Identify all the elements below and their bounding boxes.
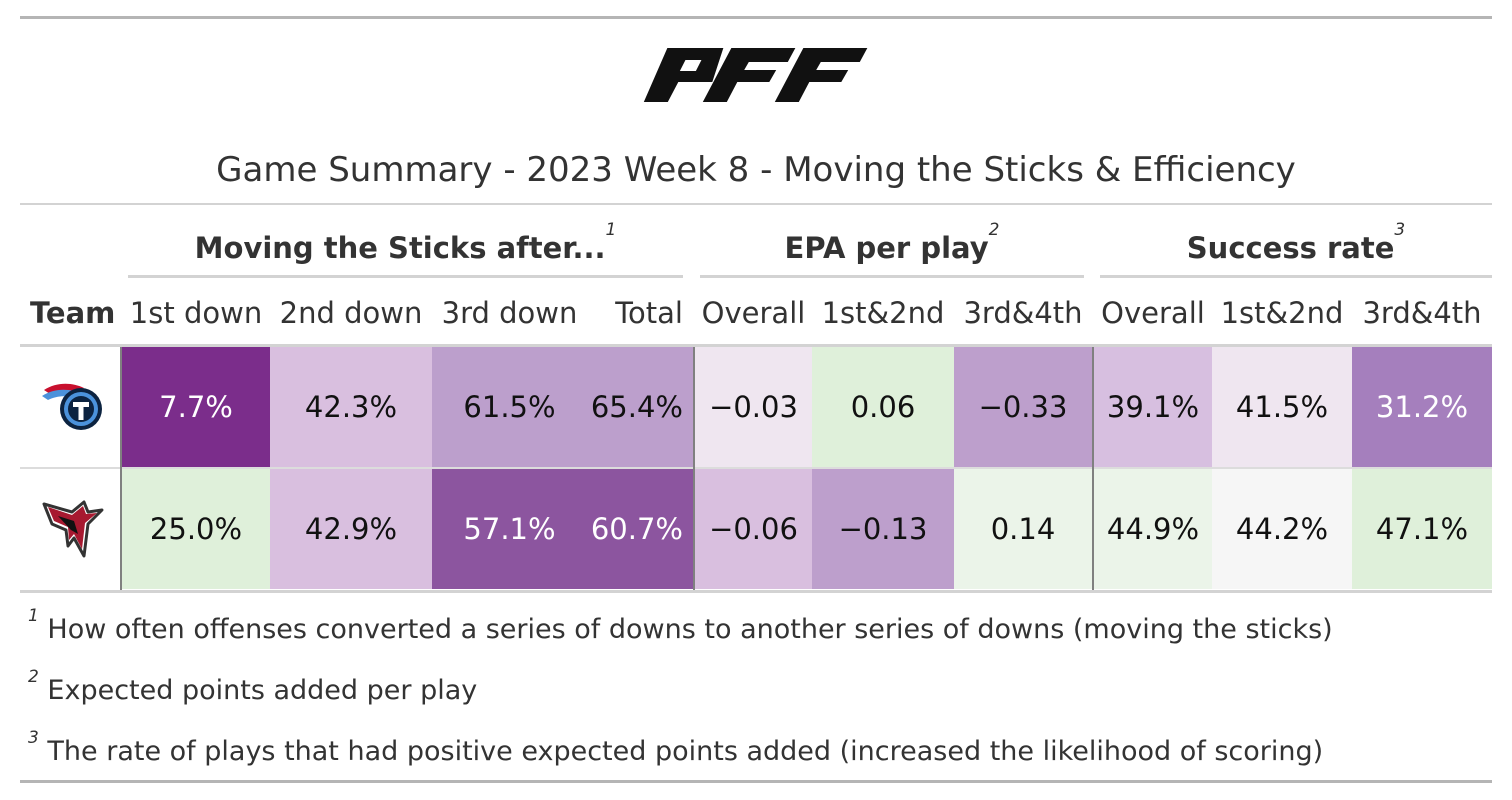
column-header-epa-1st2nd: 1st&2nd (821, 296, 945, 330)
footnote: 1 How often offenses converted a series … (28, 606, 1333, 646)
column-header-3rd-down: 3rd down (441, 296, 578, 330)
table-cell: 0.14 (954, 469, 1092, 589)
row-divider (20, 467, 1492, 469)
table-cell: 25.0% (122, 469, 270, 589)
column-header-1st-down: 1st down (129, 296, 263, 330)
spanner-underline (700, 275, 1084, 278)
table-cell: 44.9% (1094, 469, 1212, 589)
table-cell: 47.1% (1352, 469, 1492, 589)
column-header-team: Team (30, 296, 116, 330)
table-cell: 39.1% (1094, 347, 1212, 467)
falcons-logo-icon (42, 500, 104, 558)
table-cell: 57.1% (432, 469, 587, 589)
column-header-sr-overall: Overall (1101, 296, 1205, 330)
table-cell: 31.2% (1352, 347, 1492, 467)
table-cell: 7.7% (122, 347, 270, 467)
table-cell: −0.13 (812, 469, 954, 589)
column-header-2nd-down: 2nd down (279, 296, 423, 330)
table-cell: −0.33 (954, 347, 1092, 467)
table-cell: 44.2% (1212, 469, 1352, 589)
spanner-moving-sticks: Moving the Sticks after...1 (194, 220, 617, 266)
column-divider (1092, 347, 1094, 590)
table-cell: −0.06 (695, 469, 812, 589)
spanner-underline (1100, 275, 1492, 278)
footnote: 3 The rate of plays that had positive ex… (28, 728, 1324, 768)
column-divider (693, 347, 695, 590)
table-cell: 61.5% (432, 347, 587, 467)
spanner-epa: EPA per play2 (784, 220, 1000, 266)
table-title: Game Summary - 2023 Week 8 - Moving the … (216, 150, 1296, 190)
header-divider (20, 344, 1492, 347)
table-cell: 42.3% (270, 347, 432, 467)
column-header-sr-1st2nd: 1st&2nd (1220, 296, 1344, 330)
spanner-underline (128, 275, 683, 278)
column-divider (120, 347, 122, 590)
titans-logo-icon (42, 383, 102, 430)
column-header-sr-3rd4th: 3rd&4th (1362, 296, 1482, 330)
footnote: 2 Expected points added per play (28, 667, 478, 707)
table-cell: 0.06 (812, 347, 954, 467)
spanner-success-rate: Success rate3 (1186, 220, 1406, 266)
top-border (20, 16, 1492, 19)
pff-logo (643, 48, 868, 102)
table-bottom-border (20, 590, 1492, 593)
bottom-border (20, 780, 1492, 783)
table-cell: 60.7% (587, 469, 693, 589)
title-divider (20, 203, 1492, 205)
column-header-epa-overall: Overall (701, 296, 806, 330)
table-cell: −0.03 (695, 347, 812, 467)
table-cell: 65.4% (587, 347, 693, 467)
column-header-total: Total (615, 296, 683, 330)
table-cell: 41.5% (1212, 347, 1352, 467)
column-header-epa-3rd4th: 3rd&4th (963, 296, 1083, 330)
table-cell: 42.9% (270, 469, 432, 589)
